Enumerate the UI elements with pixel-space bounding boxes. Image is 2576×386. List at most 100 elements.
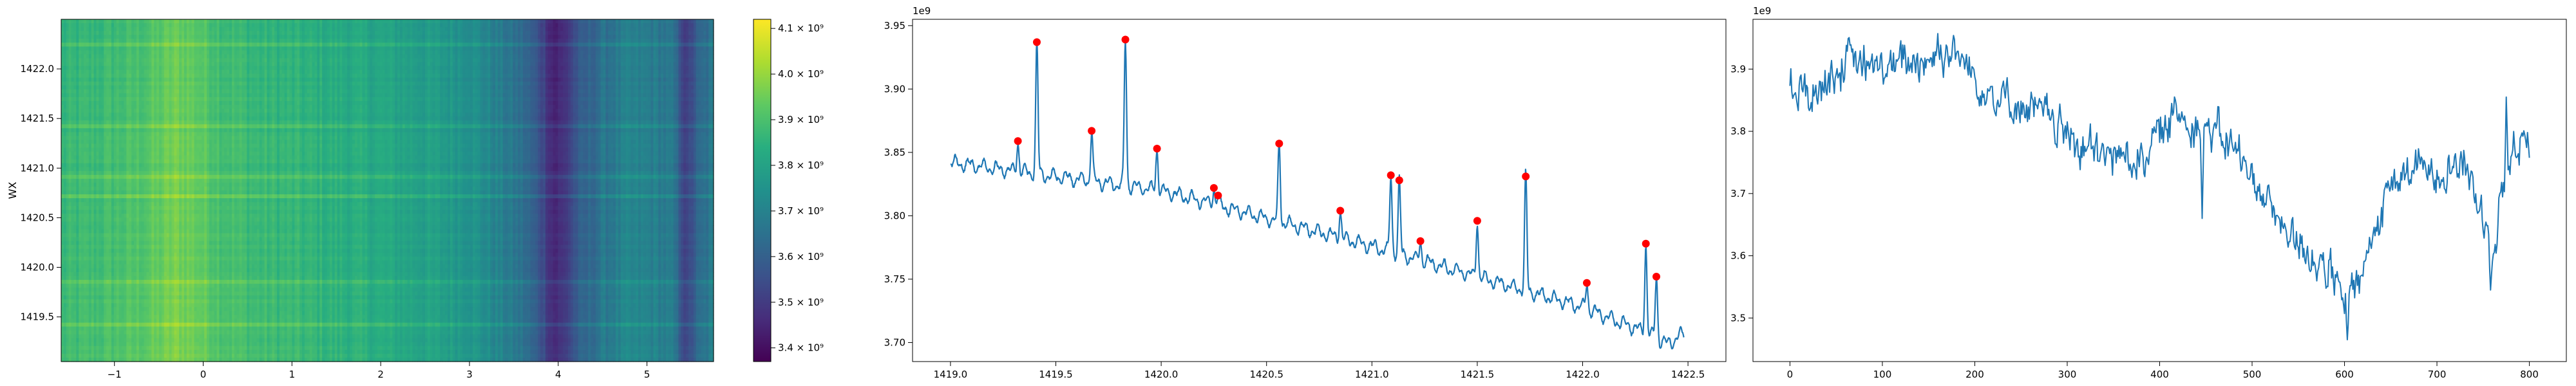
heatmap-cell (199, 225, 202, 230)
heatmap-cell (137, 148, 140, 152)
heatmap-cell (171, 210, 175, 214)
heatmap-cell (171, 264, 175, 269)
heatmap-cell (89, 331, 92, 335)
heatmap-cell (174, 331, 177, 335)
heatmap-cell (189, 93, 193, 98)
heatmap-cell (182, 97, 185, 102)
heatmap-cell (89, 291, 92, 296)
heatmap-cell (126, 350, 129, 354)
heatmap-cell (64, 315, 67, 319)
heatmap-cell (114, 82, 117, 86)
heatmap-cell (94, 39, 97, 43)
heatmap-cell (69, 346, 72, 351)
heatmap-cell (179, 35, 182, 39)
heatmap-cell (81, 253, 84, 257)
heatmap-cell (142, 299, 145, 304)
heatmap-cell (81, 346, 84, 351)
heatmap-cell (169, 183, 173, 187)
heatmap-cell (86, 295, 90, 300)
heatmap-cell (139, 245, 142, 250)
heatmap-cell (104, 183, 107, 187)
heatmap-cell (164, 354, 167, 358)
heatmap-cell (144, 299, 147, 304)
heatmap-cell (109, 140, 112, 144)
heatmap-cell (119, 163, 122, 168)
heatmap-cell (164, 284, 167, 288)
heatmap-cell (89, 354, 92, 358)
heatmap-cell (187, 249, 190, 253)
heatmap-cell (76, 307, 79, 311)
heatmap-cell (104, 225, 107, 230)
heatmap-cell (196, 175, 200, 179)
heatmap-cell (101, 190, 104, 195)
heatmap-cell (126, 136, 129, 140)
heatmap-cell (89, 225, 92, 230)
heatmap-cell (71, 327, 75, 331)
heatmap-cell (159, 327, 162, 331)
heatmap-cell (194, 206, 198, 210)
heatmap-cell (109, 187, 112, 191)
heatmap-cell (91, 50, 95, 55)
heatmap-cell (149, 86, 152, 90)
heatmap-cell (84, 70, 87, 75)
heatmap-cell (196, 338, 200, 343)
heatmap-cell (129, 335, 132, 339)
heatmap-cell (159, 27, 162, 32)
heatmap-cell (184, 261, 187, 265)
heatmap-cell (114, 217, 117, 222)
heatmap-cell (71, 156, 75, 160)
heatmap-cell (104, 62, 107, 67)
heatmap-cell (117, 109, 120, 113)
heatmap-cell (86, 342, 90, 347)
heatmap-cell (189, 217, 193, 222)
heatmap-cell (202, 35, 205, 39)
heatmap-cell (164, 19, 167, 24)
heatmap-cell (189, 19, 193, 24)
heatmap-cell (99, 299, 102, 304)
heatmap-cell (182, 319, 185, 324)
heatmap-cell (196, 50, 200, 55)
heatmap-cell (129, 116, 132, 121)
heatmap-cell (187, 315, 190, 319)
heatmap-cell (184, 335, 187, 339)
heatmap-cell (131, 202, 135, 207)
heatmap-cell (174, 163, 177, 168)
heatmap-cell (139, 152, 142, 156)
heatmap-cell (119, 148, 122, 152)
heatmap-cell (86, 315, 90, 319)
heatmap-cell (91, 249, 95, 253)
heatmap-cell (179, 354, 182, 358)
heatmap-cell (106, 31, 109, 35)
heatmap-cell (126, 311, 129, 315)
heatmap-cell (179, 280, 182, 284)
heatmap-cell (126, 171, 129, 176)
heatmap-cell (202, 206, 205, 210)
heatmap-cell (134, 183, 137, 187)
heatmap-cell (174, 160, 177, 164)
heatmap-cell (126, 183, 129, 187)
heatmap-cell (179, 284, 182, 288)
heatmap-cell (99, 190, 102, 195)
heatmap-cell (101, 253, 104, 257)
heatmap-cell (106, 303, 109, 308)
heatmap-cell (146, 70, 149, 75)
heatmap-cell (64, 152, 67, 156)
heatmap-cell (101, 62, 104, 67)
heatmap-cell (139, 264, 142, 269)
heatmap-cell (69, 140, 72, 144)
heatmap-cell (104, 113, 107, 117)
heatmap-cell (106, 35, 109, 39)
heatmap-cell (146, 132, 149, 136)
heatmap-cell (101, 66, 104, 71)
heatmap-cell (111, 257, 115, 261)
heatmap-cell (89, 198, 92, 203)
heatmap-cell (169, 156, 173, 160)
heatmap-cell (86, 187, 90, 191)
heatmap-cell (164, 42, 167, 47)
heatmap-cell (162, 253, 165, 257)
heatmap-cell (154, 167, 157, 172)
heatmap-cell (94, 331, 97, 335)
heatmap-cell (119, 221, 122, 226)
heatmap-cell (122, 54, 125, 59)
heatmap-cell (149, 136, 152, 140)
